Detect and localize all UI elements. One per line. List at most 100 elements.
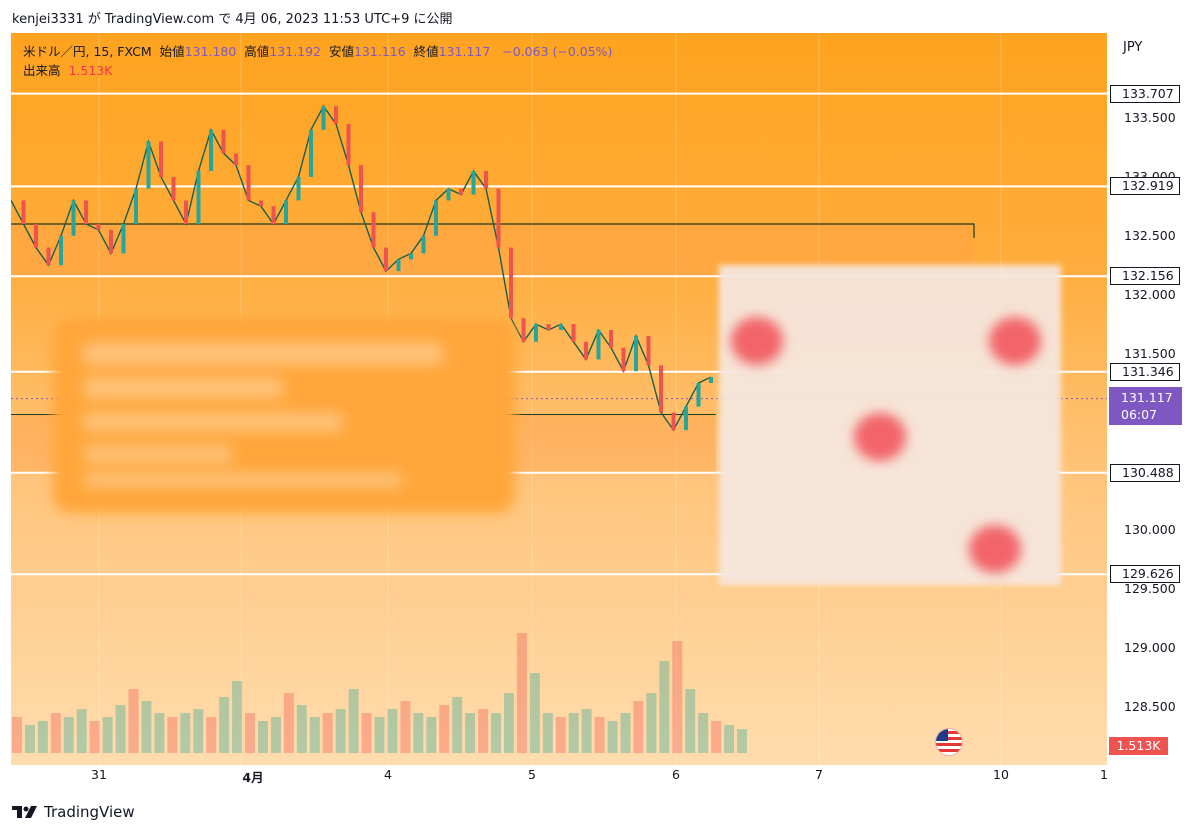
candle [671, 412, 676, 431]
level-label: 132.156 [1110, 267, 1180, 286]
candle [71, 200, 76, 236]
volume-bar [141, 701, 152, 753]
volume-bar [711, 721, 722, 753]
volume-bar [504, 693, 514, 753]
volume-bar [400, 701, 411, 753]
candle [709, 377, 713, 383]
time-tick: 10 [993, 767, 1009, 782]
volume-bar [115, 705, 126, 753]
candle [559, 324, 563, 330]
volume-bar [374, 717, 385, 753]
candle [471, 171, 476, 195]
time-tick: 4月 [242, 770, 264, 785]
candle [446, 188, 451, 201]
legend-symbol[interactable]: 米ドル／円, 15, FXCM [23, 44, 152, 59]
volume-bar [413, 713, 424, 753]
candle [121, 224, 126, 254]
volume-bar [426, 717, 437, 753]
price-tick: 130.000 [1124, 522, 1176, 538]
price-tick: 133.500 [1124, 110, 1176, 125]
volume-bar [102, 717, 113, 753]
volume-bar [724, 725, 735, 753]
footer-brand[interactable]: TradingView [12, 803, 135, 821]
volume-bar [568, 713, 579, 753]
volume-bar [245, 713, 255, 753]
price-tick: 132.000 [1124, 286, 1176, 302]
price-tick: 128.500 [1124, 698, 1176, 714]
candle [634, 335, 638, 372]
legend-close-label: 終値 [413, 44, 439, 59]
tradingview-logo-icon [12, 805, 38, 819]
legend-open: 131.180 [184, 44, 237, 59]
volume-bar [219, 697, 230, 753]
time-axis[interactable]: 31 4月 4 5 6 7 10 1 [11, 765, 1108, 787]
candle [696, 383, 701, 407]
candle [196, 171, 201, 224]
level-label: 130.488 [1110, 463, 1180, 482]
legend-open-label: 始値 [159, 44, 185, 59]
candle [596, 330, 601, 360]
candle [384, 247, 388, 272]
legend-close: 131.117 [438, 44, 491, 59]
level-label: 133.707 [1110, 84, 1180, 103]
volume-bar [296, 705, 307, 753]
price-tick: 131.500 [1124, 345, 1176, 361]
volume-bar [232, 681, 243, 753]
volume-bar [24, 725, 35, 753]
candle [334, 106, 338, 124]
volume-bar [698, 713, 709, 753]
volume-bar [491, 713, 501, 753]
candle [484, 171, 488, 189]
time-tick: 7 [815, 767, 823, 782]
candle [184, 200, 188, 224]
candle [546, 324, 551, 330]
top-caption: kenjei3331 が TradingView.com で 4月 06, 20… [12, 12, 453, 27]
bar-countdown: 06:07 [1121, 407, 1158, 422]
candle [21, 200, 26, 224]
candle [621, 347, 626, 372]
volume-bar [529, 673, 540, 753]
candle [159, 141, 163, 177]
chart-area[interactable]: 米ドル／円, 15, FXCM 始値131.180 高値131.192 安値13… [11, 33, 1107, 765]
candle [521, 318, 526, 342]
blurred-overlay-right [719, 265, 1061, 585]
candle [346, 123, 351, 166]
candle [296, 176, 301, 201]
zone-box-top [11, 223, 975, 238]
candle [409, 253, 413, 260]
volume-bar [270, 717, 281, 753]
volume-bar [283, 693, 294, 753]
candle [284, 200, 288, 224]
candle [421, 235, 426, 254]
candle [84, 200, 88, 224]
candle [221, 129, 226, 154]
volume-badge: 1.513K [1109, 737, 1168, 755]
volume-bar [465, 713, 476, 753]
price-tick: 129.000 [1124, 640, 1176, 655]
volume-bar [478, 709, 489, 753]
candle [246, 165, 251, 201]
candle [371, 212, 376, 248]
candle [609, 330, 613, 348]
volume-bar [607, 721, 618, 753]
us-flag-icon[interactable] [935, 728, 963, 756]
candle [59, 235, 63, 266]
volume-bar [128, 689, 139, 753]
time-tick: 1 [1100, 767, 1108, 782]
volume-bar [361, 713, 372, 753]
volume-bar [193, 709, 204, 753]
legend-high-label: 高値 [244, 44, 270, 59]
volume-bar [348, 689, 359, 753]
footer-brand-text: TradingView [44, 803, 135, 821]
legend-volume-label: 出来高 [23, 63, 61, 78]
candle [646, 335, 651, 366]
volume-bar [439, 705, 450, 753]
volume-bar [154, 713, 165, 753]
currency-label[interactable]: JPY [1123, 40, 1143, 55]
volume-bar [594, 717, 605, 753]
candle [171, 176, 176, 201]
candle [209, 129, 213, 171]
candle [134, 188, 138, 224]
candle [459, 188, 463, 195]
volume-bar [309, 717, 320, 753]
